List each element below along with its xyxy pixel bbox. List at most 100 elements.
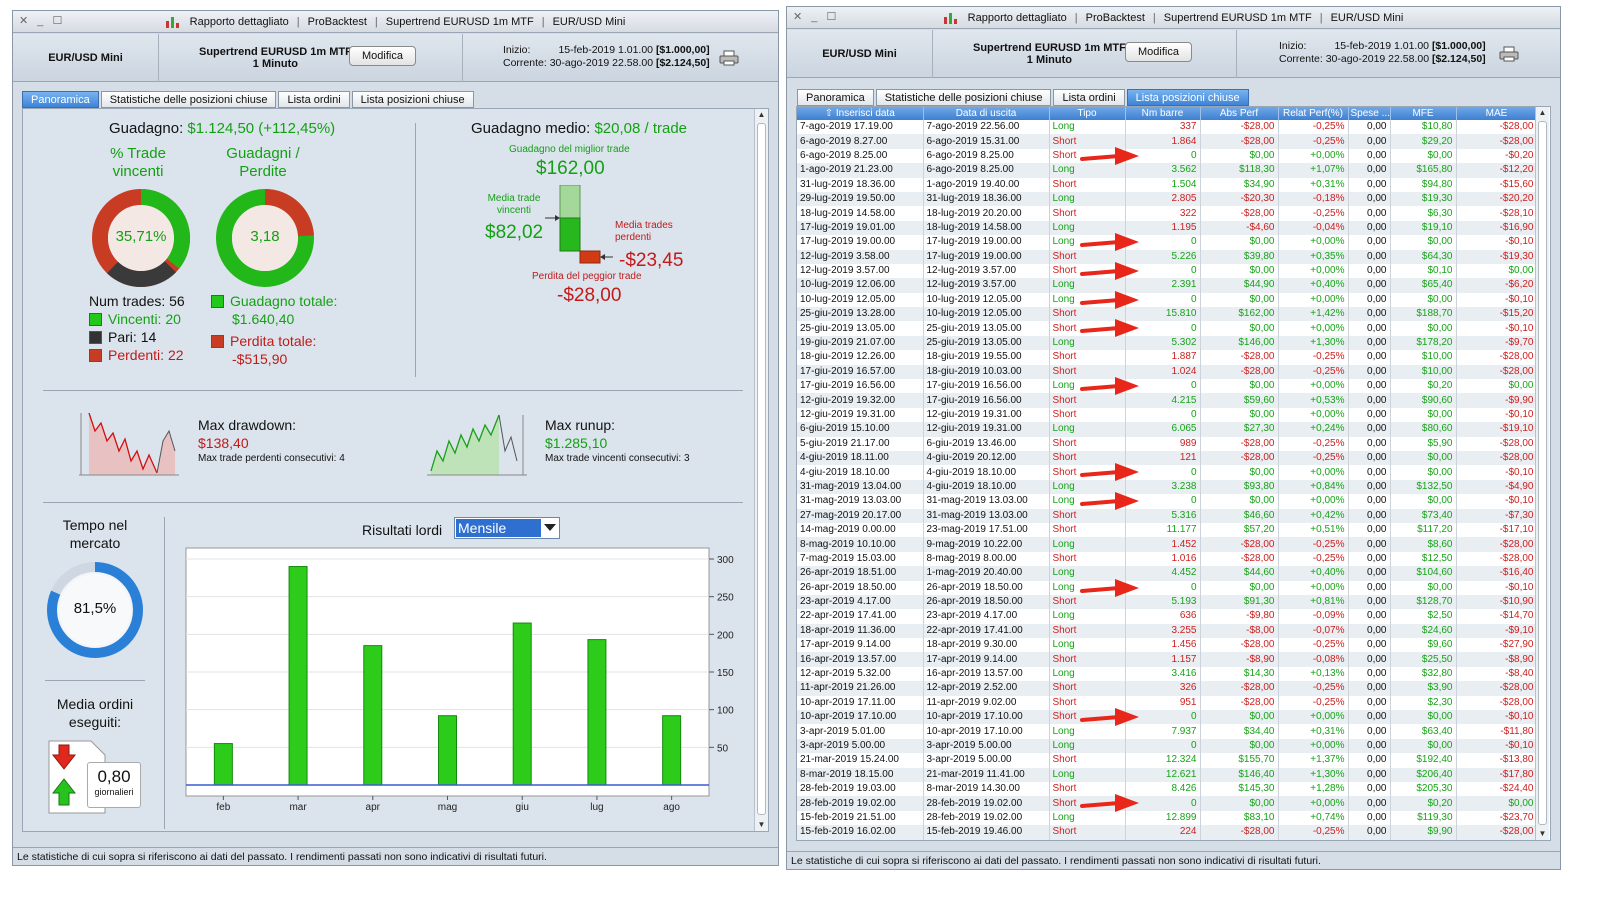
table-row[interactable]: 3-apr-2019 5.01.00 10-apr-2019 17.10.00 Lo… <box>797 724 1538 739</box>
tab-closed-stats[interactable]: Statistiche delle posizioni chiuse <box>875 89 1052 106</box>
table-cell: 0,00 <box>1348 120 1391 135</box>
printer-icon[interactable] <box>1499 46 1519 62</box>
table-row[interactable]: 17-giu-2019 16.56.00 17-giu-2019 16.56.00… <box>797 379 1538 394</box>
scroll-down-icon[interactable]: ▼ <box>757 820 766 829</box>
bar-lug <box>587 639 607 786</box>
tab-closed-stats[interactable]: Statistiche delle posizioni chiuse <box>100 91 277 108</box>
overview-scrollbar[interactable]: ▲ ▼ <box>754 109 768 831</box>
column-header[interactable]: MAE <box>1456 107 1538 120</box>
table-row[interactable]: 5-giu-2019 21.17.00 6-giu-2019 13.46.00 Sh… <box>797 436 1538 451</box>
table-cell: 17-giu-2019 16.56.00 <box>923 379 1050 394</box>
table-cell: 1-ago-2019 21.23.00 <box>797 163 924 178</box>
table-row[interactable]: 12-apr-2019 5.32.00 16-apr-2019 13.57.00 L… <box>797 666 1538 682</box>
window-controls[interactable]: ✕ _ ☐ <box>19 15 66 27</box>
table-row[interactable]: 12-lug-2019 3.57.00 12-lug-2019 3.57.00 Sh… <box>797 263 1538 279</box>
positions-scrollbar[interactable]: ▲ ▼ <box>1535 107 1549 840</box>
table-row[interactable]: 12-giu-2019 19.31.00 12-giu-2019 19.31.00… <box>797 407 1538 423</box>
table-row[interactable]: 10-apr-2019 17.10.00 10-apr-2019 17.10.00… <box>797 710 1538 725</box>
tab-orders[interactable]: Lista ordini <box>1053 89 1125 106</box>
table-row[interactable]: 12-giu-2019 19.32.00 17-giu-2019 16.56.00… <box>797 393 1538 408</box>
table-row[interactable]: 26-apr-2019 18.50.00 26-apr-2019 18.50.00… <box>797 580 1538 595</box>
tab-overview[interactable]: Panoramica <box>22 91 99 108</box>
tab-closed-positions[interactable]: Lista posizioni chiuse <box>351 91 474 108</box>
scroll-thumb[interactable] <box>757 123 766 815</box>
column-header[interactable]: Tipo <box>1049 107 1126 120</box>
table-row[interactable]: 6-ago-2019 8.27.00 6-ago-2019 15.31.00 Sho… <box>797 134 1538 149</box>
column-header[interactable]: Abs Perf <box>1200 107 1279 120</box>
column-header[interactable]: MFE <box>1390 107 1457 120</box>
table-row[interactable]: 3-apr-2019 5.00.00 3-apr-2019 5.00.00 Long… <box>797 738 1538 754</box>
table-row[interactable]: 8-mar-2019 18.15.00 21-mar-2019 11.41.00 L… <box>797 767 1538 782</box>
time-in-market-value: 81,5% <box>73 600 117 617</box>
scroll-down-icon[interactable]: ▼ <box>1538 829 1547 838</box>
scroll-thumb[interactable] <box>1538 121 1547 825</box>
table-row[interactable]: 31-mag-2019 13.03.00 31-mag-2019 13.03.00… <box>797 494 1538 509</box>
table-row[interactable]: 6-ago-2019 8.25.00 6-ago-2019 8.25.00 Shor… <box>797 148 1538 164</box>
column-header[interactable]: Relat Perf(%) <box>1278 107 1349 120</box>
results-label: Risultati lordi <box>362 522 443 538</box>
table-row[interactable]: 7-mag-2019 15.03.00 8-mag-2019 8.00.00 Sho… <box>797 551 1538 567</box>
table-cell: 0,00 <box>1348 263 1391 279</box>
table-row[interactable]: 21-mar-2019 15.24.00 3-apr-2019 5.00.00 Sh… <box>797 753 1538 768</box>
table-row[interactable]: 17-apr-2019 9.14.00 18-apr-2019 9.30.00 Lo… <box>797 638 1538 653</box>
table-cell: Short <box>1049 407 1126 423</box>
edit-button[interactable]: Modifica <box>1125 42 1192 62</box>
tab-orders[interactable]: Lista ordini <box>278 91 350 108</box>
table-row[interactable]: 29-lug-2019 19.50.00 31-lug-2019 18.36.00… <box>797 191 1538 207</box>
num-trades: 56 <box>169 293 185 309</box>
table-cell: -0,25% <box>1278 120 1349 135</box>
table-row[interactable]: 7-ago-2019 17.19.00 7-ago-2019 22.56.00 Lo… <box>797 120 1538 135</box>
table-row[interactable]: 28-feb-2019 19.03.00 8-mar-2019 14.30.00 S… <box>797 781 1538 797</box>
table-row[interactable]: 22-apr-2019 17.41.00 23-apr-2019 4.17.00 L… <box>797 609 1538 624</box>
tab-closed-positions[interactable]: Lista posizioni chiuse <box>1126 89 1249 106</box>
table-row[interactable]: 10-lug-2019 12.05.00 10-lug-2019 12.05.00… <box>797 292 1538 308</box>
column-header[interactable]: Data di uscita <box>923 107 1050 120</box>
table-cell: 0 <box>1125 465 1201 480</box>
table-row[interactable]: 17-giu-2019 16.57.00 18-giu-2019 10.03.00… <box>797 364 1538 380</box>
tab-overview[interactable]: Panoramica <box>797 89 874 106</box>
column-header[interactable]: ⇧ Inserisci data <box>797 107 924 120</box>
table-row[interactable]: 4-giu-2019 18.11.00 4-giu-2019 20.12.00 Sh… <box>797 450 1538 466</box>
table-row[interactable]: 6-giu-2019 15.10.00 12-giu-2019 19.31.00 L… <box>797 422 1538 437</box>
table-row[interactable]: 31-lug-2019 18.36.00 1-ago-2019 19.40.00 S… <box>797 177 1538 192</box>
table-row[interactable]: 18-giu-2019 12.26.00 18-giu-2019 19.55.00… <box>797 350 1538 365</box>
table-cell: 6-ago-2019 15.31.00 <box>923 134 1050 149</box>
table-cell: 25-giu-2019 13.05.00 <box>923 335 1050 351</box>
printer-icon[interactable] <box>719 50 739 66</box>
table-cell: $155,70 <box>1200 753 1279 768</box>
table-cell: 0 <box>1125 796 1201 811</box>
table-row[interactable]: 31-mag-2019 13.04.00 4-giu-2019 18.10.00 L… <box>797 479 1538 495</box>
table-row[interactable]: 25-giu-2019 13.28.00 10-lug-2019 12.05.00… <box>797 307 1538 322</box>
table-row[interactable]: 25-giu-2019 13.05.00 25-giu-2019 13.05.00… <box>797 321 1538 336</box>
period-select[interactable]: Mensile <box>454 517 560 539</box>
table-row[interactable]: 18-lug-2019 14.58.00 18-lug-2019 20.20.00… <box>797 206 1538 221</box>
table-row[interactable]: 27-mag-2019 20.17.00 31-mag-2019 13.03.00… <box>797 508 1538 523</box>
table-row[interactable]: 10-lug-2019 12.06.00 12-lug-2019 3.57.00 L… <box>797 278 1538 293</box>
scroll-up-icon[interactable]: ▲ <box>757 110 766 119</box>
column-header[interactable]: Nm barre <box>1125 107 1201 120</box>
table-row[interactable]: 1-ago-2019 21.23.00 6-ago-2019 8.25.00 Lon… <box>797 163 1538 178</box>
table-row[interactable]: 16-apr-2019 13.57.00 17-apr-2019 9.14.00 S… <box>797 652 1538 667</box>
table-cell: 12-giu-2019 19.31.00 <box>923 422 1050 437</box>
table-row[interactable]: 12-lug-2019 3.58.00 17-lug-2019 19.00.00 S… <box>797 249 1538 264</box>
table-row[interactable]: 19-giu-2019 21.07.00 25-giu-2019 13.05.00… <box>797 335 1538 351</box>
column-header[interactable]: Spese ... <box>1348 107 1391 120</box>
edit-button[interactable]: Modifica <box>349 46 416 66</box>
table-row[interactable]: 4-giu-2019 18.10.00 4-giu-2019 18.10.00 Sh… <box>797 465 1538 480</box>
table-row[interactable]: 18-apr-2019 11.36.00 22-apr-2019 17.41.00… <box>797 623 1538 639</box>
table-cell: $34,40 <box>1200 724 1279 739</box>
table-row[interactable]: 10-apr-2019 17.11.00 11-apr-2019 9.02.00 S… <box>797 695 1538 711</box>
window-controls[interactable]: ✕ _ ☐ <box>793 11 840 23</box>
table-row[interactable]: 8-mag-2019 10.10.00 9-mag-2019 10.22.00 Lo… <box>797 537 1538 552</box>
table-row[interactable]: 11-apr-2019 21.26.00 12-apr-2019 2.52.00 S… <box>797 681 1538 696</box>
table-row[interactable]: 17-lug-2019 19.01.00 18-lug-2019 14.58.00… <box>797 220 1538 236</box>
table-row[interactable]: 28-feb-2019 19.02.00 28-feb-2019 19.02.00… <box>797 796 1538 811</box>
table-cell: 26-apr-2019 18.50.00 <box>923 580 1050 595</box>
table-row[interactable]: 23-apr-2019 4.17.00 26-apr-2019 18.50.00 S… <box>797 594 1538 610</box>
table-row[interactable]: 15-feb-2019 16.02.00 15-feb-2019 19.46.00… <box>797 825 1538 840</box>
table-row[interactable]: 17-lug-2019 19.00.00 17-lug-2019 19.00.00… <box>797 235 1538 250</box>
scroll-up-icon[interactable]: ▲ <box>1538 108 1547 117</box>
table-row[interactable]: 14-mag-2019 0.00.00 23-mag-2019 17.51.00 S… <box>797 522 1538 538</box>
table-row[interactable]: 26-apr-2019 18.51.00 1-mag-2019 20.40.00 L… <box>797 566 1538 581</box>
table-row[interactable]: 15-feb-2019 21.51.00 28-feb-2019 19.02.00… <box>797 810 1538 826</box>
